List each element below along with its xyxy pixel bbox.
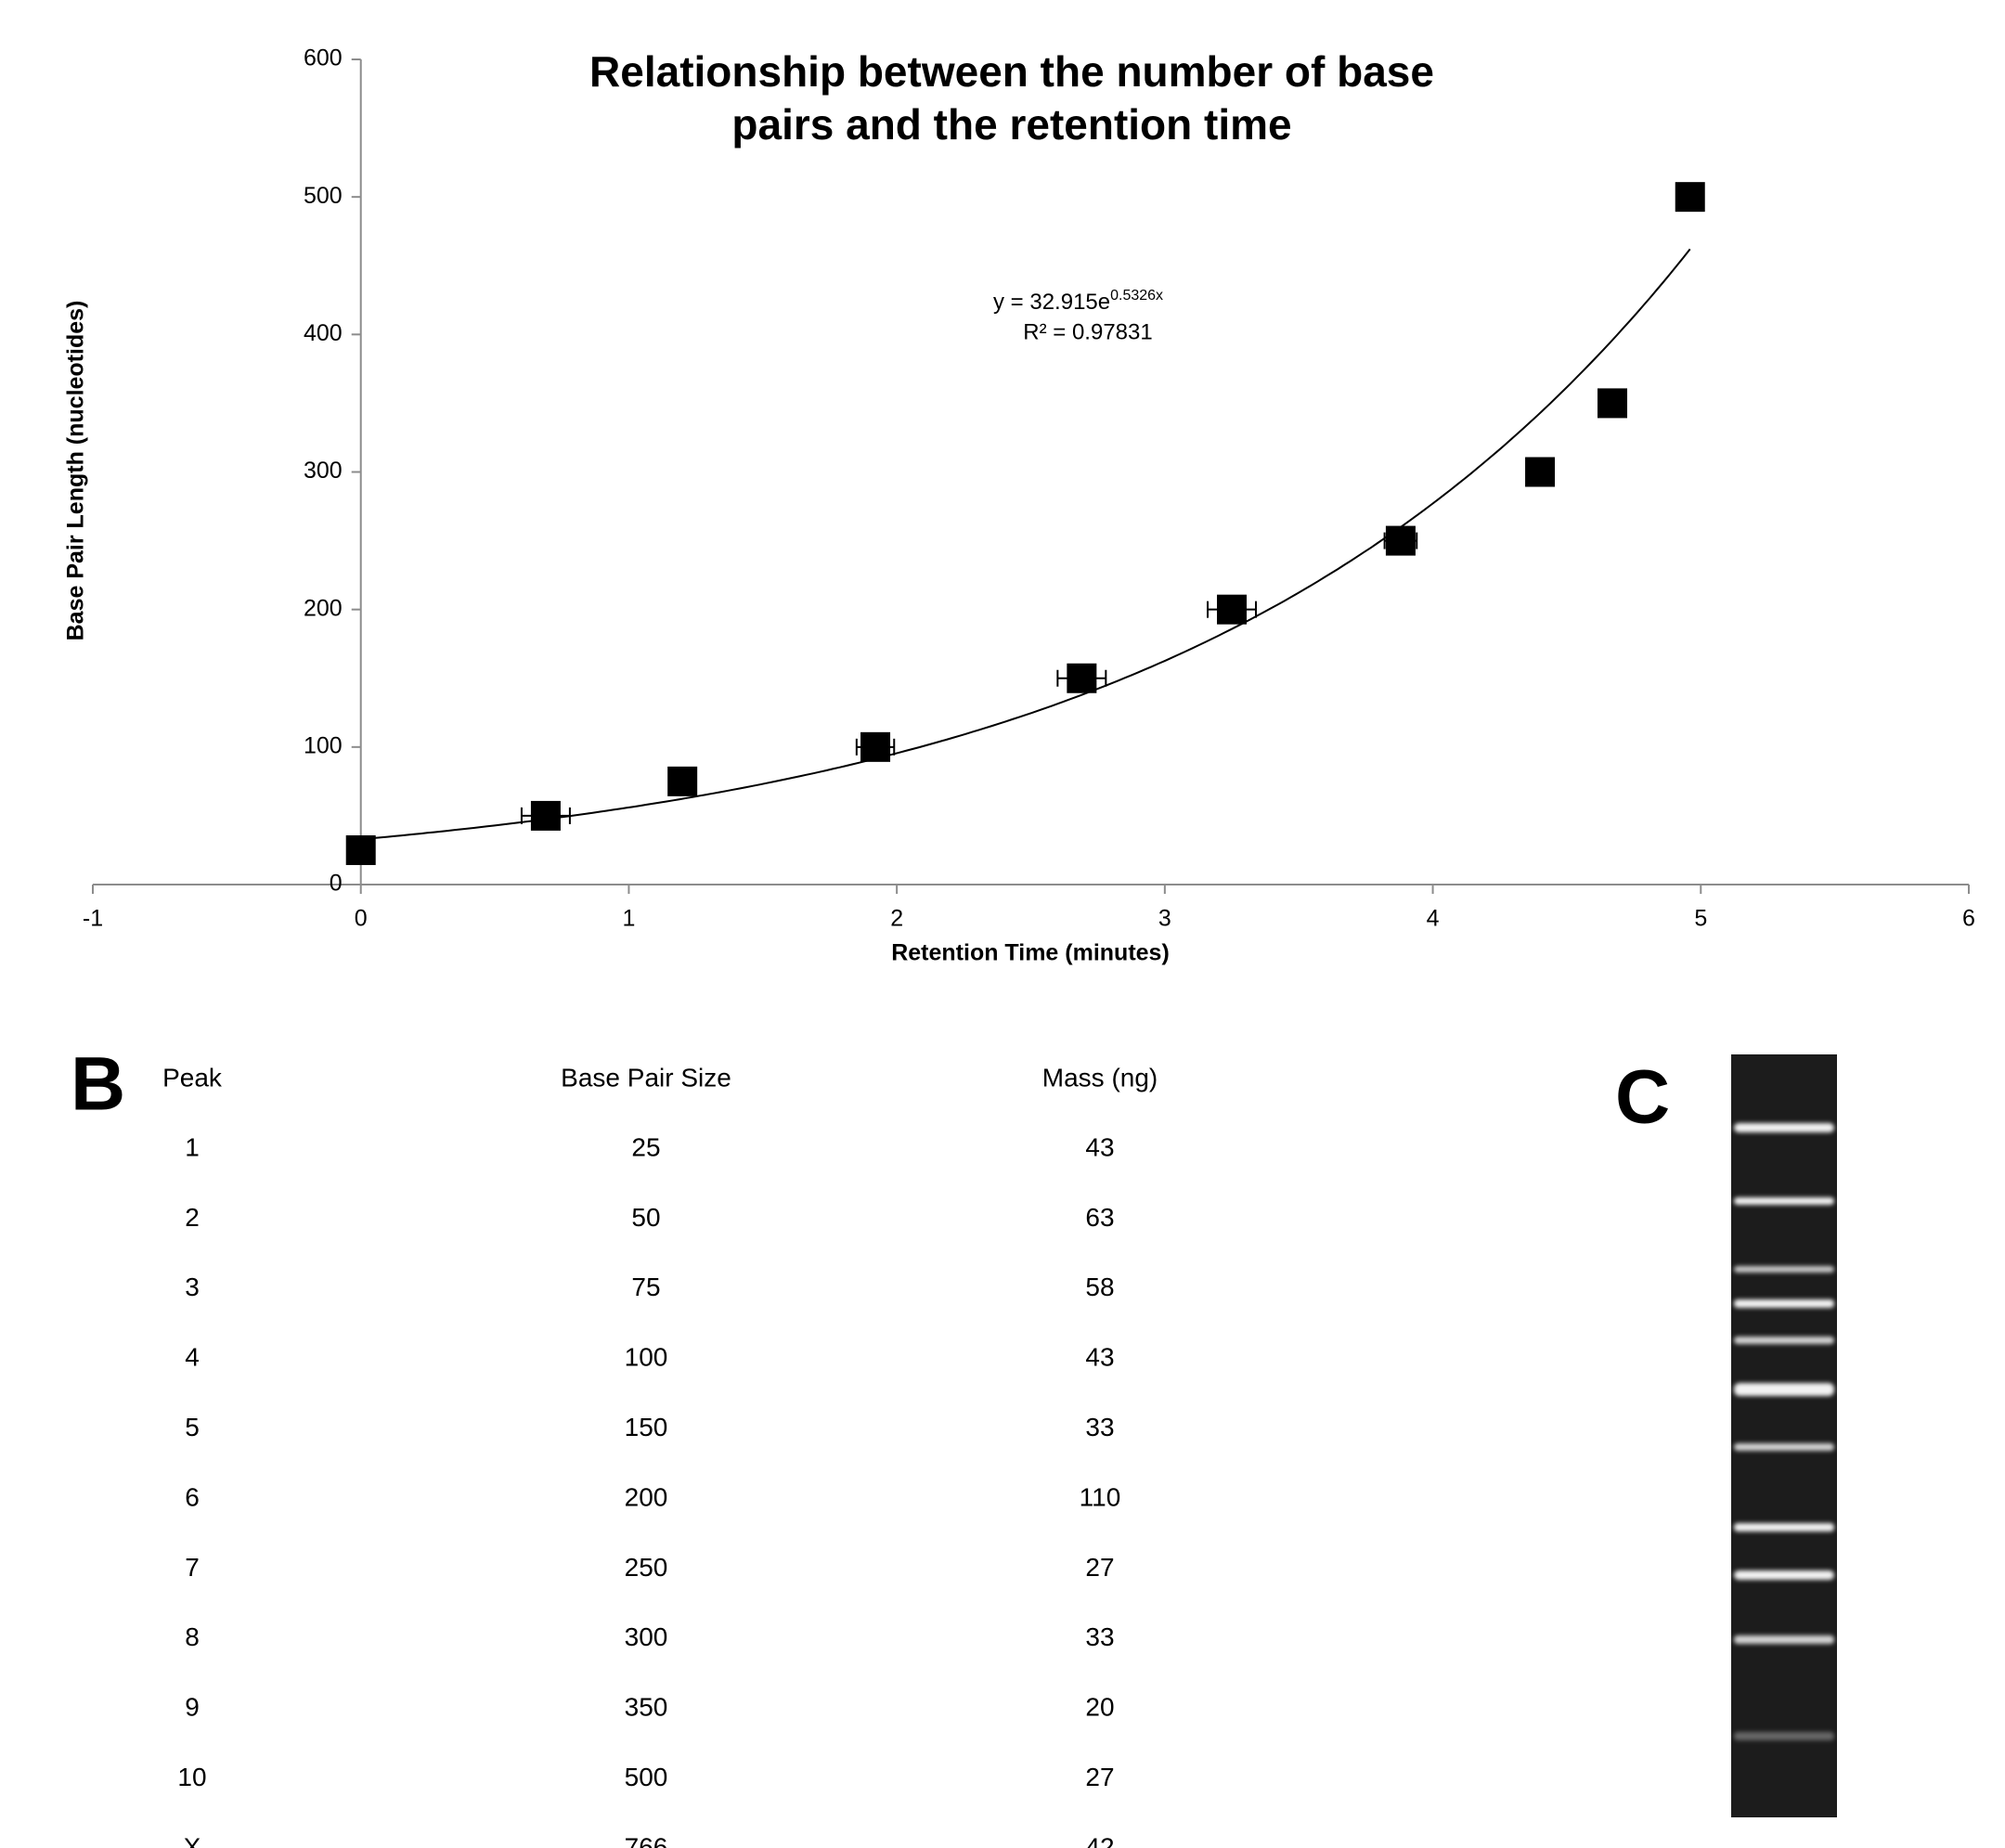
- panel-label: B: [71, 1042, 125, 1127]
- table-cell: 43: [1085, 1343, 1114, 1372]
- gel-image: [1731, 1054, 1837, 1817]
- x-tick-label: 3: [1158, 906, 1171, 932]
- table-cell: 4: [185, 1343, 200, 1372]
- point: [1067, 664, 1096, 693]
- y-tick-label: 100: [304, 732, 343, 758]
- y-axis-title: Base Pair Length (nucleotides): [63, 301, 89, 641]
- chart-title: Relationship between the number of base: [589, 47, 1434, 96]
- table-cell: 43: [1085, 1132, 1114, 1161]
- gel-lane: [1731, 1054, 1837, 1817]
- gel-band: [1734, 1523, 1834, 1531]
- table-cell: 33: [1085, 1413, 1114, 1441]
- table-header: Mass (ng): [1042, 1063, 1158, 1092]
- table-cell: 25: [631, 1132, 660, 1161]
- gel-band: [1734, 1197, 1834, 1205]
- table-cell: 200: [625, 1482, 668, 1511]
- point: [346, 835, 376, 865]
- table-cell: 7: [185, 1553, 200, 1582]
- trendline-equation: y = 32.915e0.5326x: [993, 288, 1163, 315]
- gel-band: [1734, 1635, 1834, 1644]
- y-tick-label: 0: [330, 871, 343, 897]
- x-tick-label: 6: [1962, 906, 1975, 932]
- table-cell: 75: [631, 1273, 660, 1301]
- y-tick-label: 500: [304, 183, 343, 209]
- table-cell: 27: [1085, 1763, 1114, 1791]
- figure: Base Pair Length (nucleotides) Retention…: [0, 0, 2005, 1848]
- table-cell: 20: [1085, 1693, 1114, 1722]
- gel-band: [1734, 1337, 1834, 1344]
- gel-band: [1734, 1443, 1834, 1451]
- table-cell: 250: [625, 1553, 668, 1582]
- table-cell: 42: [1085, 1832, 1114, 1848]
- table-cell: 150: [625, 1413, 668, 1441]
- point: [860, 732, 890, 762]
- y-tick-label: 300: [304, 458, 343, 484]
- table-cell: 300: [625, 1622, 668, 1651]
- table-cell: 63: [1085, 1203, 1114, 1232]
- table-cell: 50: [631, 1203, 660, 1232]
- x-tick-label: 1: [622, 906, 635, 932]
- table-cell: 27: [1085, 1553, 1114, 1582]
- table-header: Base Pair Size: [561, 1063, 731, 1092]
- y-tick-label: 600: [304, 45, 343, 71]
- table-cell: 10: [177, 1763, 206, 1791]
- y-tick-label: 400: [304, 320, 343, 346]
- x-tick-label: 0: [355, 906, 368, 932]
- table-cell: 5: [185, 1413, 200, 1441]
- table-header: Peak: [162, 1063, 223, 1092]
- point: [1386, 526, 1416, 556]
- table-cell: 350: [625, 1693, 668, 1722]
- gel-band: [1734, 1266, 1834, 1273]
- table-cell: 33: [1085, 1622, 1114, 1651]
- table-cell: X: [184, 1832, 201, 1848]
- table-cell: 58: [1085, 1273, 1114, 1301]
- table-cell: 1: [185, 1132, 200, 1161]
- table-cell: 766: [625, 1832, 668, 1848]
- point: [667, 767, 697, 796]
- x-tick-label: -1: [83, 906, 103, 932]
- gel-band: [1734, 1299, 1834, 1308]
- point: [1675, 182, 1705, 212]
- point: [531, 801, 561, 831]
- table-cell: 500: [625, 1763, 668, 1791]
- table-cell: 9: [185, 1693, 200, 1722]
- gel-band: [1734, 1732, 1834, 1740]
- x-tick-label: 2: [890, 906, 903, 932]
- gel-band: [1734, 1123, 1834, 1132]
- y-tick-label: 200: [304, 595, 343, 621]
- equation-base: y = 32.915e: [993, 290, 1110, 315]
- point: [1525, 458, 1555, 487]
- chart-title: pairs and the retention time: [731, 100, 1291, 149]
- x-tick-label: 5: [1694, 906, 1707, 932]
- panel-label: C: [1615, 1055, 1670, 1140]
- r-squared: R² = 0.97831: [1023, 319, 1152, 344]
- table-cell: 8: [185, 1622, 200, 1651]
- table-cell: 6: [185, 1482, 200, 1511]
- point: [1598, 388, 1627, 418]
- table-cell: 3: [185, 1273, 200, 1301]
- x-axis-title: Retention Time (minutes): [891, 940, 1170, 966]
- gel-band: [1734, 1570, 1834, 1580]
- gel-band: [1734, 1383, 1834, 1396]
- point: [1217, 595, 1247, 625]
- table-cell: 2: [185, 1203, 200, 1232]
- table-cell: 100: [625, 1343, 668, 1372]
- x-tick-label: 4: [1427, 906, 1440, 932]
- equation-exponent: 0.5326x: [1110, 288, 1163, 304]
- table-cell: 110: [1080, 1482, 1121, 1511]
